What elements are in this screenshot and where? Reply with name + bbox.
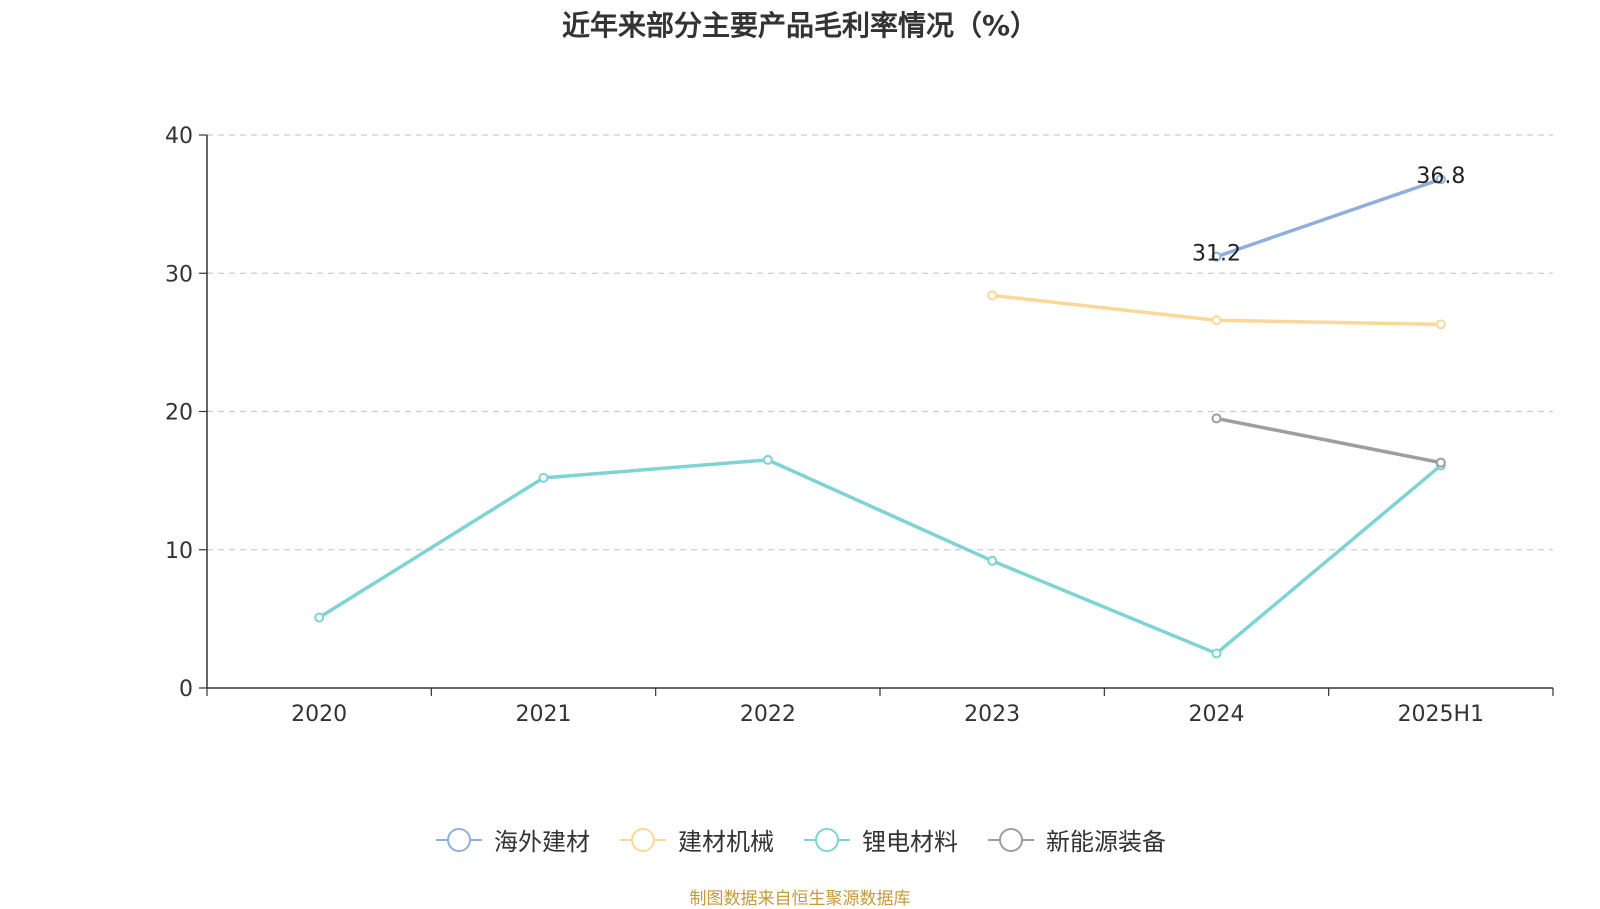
grid-layer — [207, 134, 1553, 551]
data-point — [1211, 413, 1222, 424]
data-point — [1211, 251, 1222, 262]
data-point — [1211, 315, 1222, 326]
legend-label: 海外建材 — [494, 828, 590, 856]
series-line — [1215, 177, 1442, 259]
legend-item[interactable]: 新能源装备 — [986, 822, 1166, 857]
series-layer — [314, 174, 1446, 659]
series-line — [318, 458, 1442, 656]
data-point — [1435, 457, 1446, 468]
data-point — [987, 555, 998, 566]
y-tick-label: 40 — [165, 124, 193, 149]
x-tick-label: 2022 — [740, 702, 796, 727]
series-line — [1216, 416, 1442, 465]
chart-title: 近年来部分主要产品毛利率情况（%） — [561, 9, 1039, 42]
legend-label: 新能源装备 — [1046, 828, 1166, 856]
y-tick-label: 10 — [165, 539, 193, 564]
data-point — [314, 612, 325, 623]
x-tick-label: 2023 — [964, 702, 1020, 727]
x-tick-label: 2020 — [291, 702, 347, 727]
x-tick-label: 2025H1 — [1398, 702, 1485, 727]
legend-item[interactable]: 锂电材料 — [802, 822, 958, 857]
legend-marker-icon — [988, 827, 1034, 852]
legend-label: 建材机械 — [678, 828, 774, 856]
data-label: 36.8 — [1416, 164, 1465, 189]
data-point — [1211, 648, 1222, 659]
legend-marker-icon — [620, 827, 666, 852]
x-tick-label: 2021 — [516, 702, 572, 727]
legend-item[interactable]: 海外建材 — [434, 822, 590, 857]
data-point — [538, 472, 549, 483]
data-point — [1435, 319, 1446, 330]
source-note: 制图数据来自恒生聚源数据库 — [689, 889, 911, 909]
data-point — [987, 290, 998, 301]
data-label: 31.2 — [1192, 242, 1241, 267]
legend: 海外建材 建材机械 锂电材料 新能源装备 — [0, 822, 1600, 857]
x-tick-label: 2024 — [1189, 702, 1245, 727]
legend-marker-icon — [804, 827, 850, 852]
data-point — [762, 454, 773, 465]
data-point — [1435, 174, 1446, 185]
y-tick-label: 30 — [165, 262, 193, 287]
data-label-layer: 31.2 36.8 — [1192, 164, 1465, 266]
axis-layer: 0 10 20 30 40 2020 2021 2022 2023 2024 2025H1 — [165, 124, 1554, 727]
legend-label: 锂电材料 — [862, 828, 958, 856]
legend-item[interactable]: 建材机械 — [618, 822, 774, 857]
y-tick-label: 0 — [179, 677, 193, 702]
legend-marker-icon — [436, 827, 482, 852]
y-tick-label: 20 — [165, 401, 193, 426]
